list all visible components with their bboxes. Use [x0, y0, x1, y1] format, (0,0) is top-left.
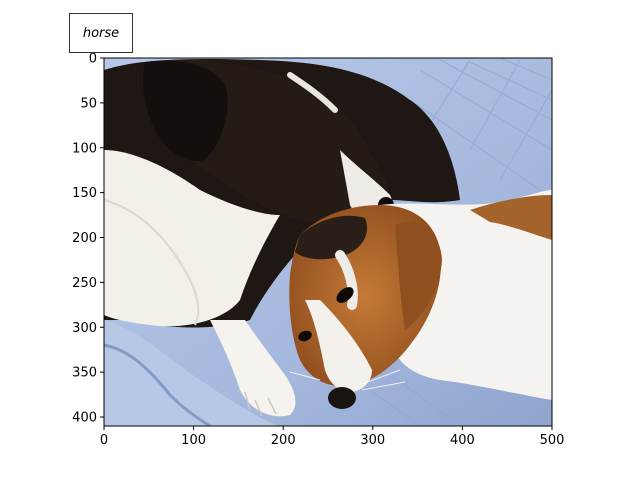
y-tick-label: 100: [72, 141, 97, 156]
y-tick-label: 150: [72, 186, 97, 201]
y-tick-label: 0: [89, 52, 97, 67]
y-tick-label: 400: [72, 411, 97, 426]
x-axis: 0 100 200 300 400 500: [100, 426, 565, 448]
x-tick-label: 0: [100, 433, 108, 448]
y-tick-label: 300: [72, 321, 97, 336]
y-tick-label: 250: [72, 276, 97, 291]
x-tick-label: 400: [450, 433, 475, 448]
y-tick-label: 50: [80, 96, 97, 111]
y-tick-label: 200: [72, 231, 97, 246]
x-tick-label: 200: [271, 433, 296, 448]
label-text: horse: [82, 25, 120, 41]
x-tick-label: 300: [360, 433, 385, 448]
y-axis: 0 50 100 150 200 250 300 350 400: [72, 52, 104, 426]
x-tick-label: 100: [181, 433, 206, 448]
label-box: horse: [69, 13, 133, 53]
x-tick-label: 500: [540, 433, 565, 448]
plot-frame: [103, 57, 553, 427]
dog-photo: [104, 58, 552, 426]
y-tick-label: 350: [72, 366, 97, 381]
